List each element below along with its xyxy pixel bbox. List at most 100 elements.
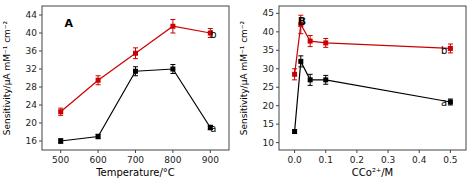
- x-axis-label: CCo²⁺/M: [352, 167, 393, 178]
- series-line: [295, 24, 451, 74]
- error-bar: [448, 44, 453, 53]
- series-label: b: [441, 45, 447, 56]
- x-tick: [419, 150, 420, 153]
- panel: 10152025303540450.00.10.20.30.40.5CCo²⁺/…: [239, 6, 466, 178]
- y-tick: [39, 69, 42, 70]
- y-tick-label: 35: [263, 45, 274, 55]
- y-tick: [276, 142, 279, 143]
- y-tick-label: 15: [263, 119, 274, 129]
- error-bar: [323, 75, 328, 84]
- y-tick-label: 30: [263, 64, 275, 74]
- y-tick-label: 20: [26, 118, 38, 128]
- y-tick: [276, 105, 279, 106]
- marker: [323, 77, 328, 82]
- y-tick: [39, 123, 42, 124]
- marker: [170, 67, 175, 72]
- y-axis-label: Sensitivity/μA mM⁻¹ cm⁻²: [239, 20, 249, 135]
- series-label: b: [210, 29, 216, 40]
- x-tick: [135, 150, 136, 153]
- error-bar: [292, 69, 297, 80]
- marker: [96, 134, 101, 139]
- series: [292, 56, 453, 134]
- error-bar: [292, 130, 297, 134]
- panel-label: B: [298, 15, 306, 28]
- x-tick: [210, 150, 211, 153]
- error-bar: [298, 56, 303, 67]
- x-tick: [356, 150, 357, 153]
- x-tick: [98, 150, 99, 153]
- y-tick-label: 44: [26, 10, 38, 20]
- x-tick: [60, 150, 61, 153]
- error-bar: [170, 65, 175, 74]
- plot-area: [58, 20, 213, 144]
- x-tick-label: 0.4: [412, 155, 427, 165]
- y-tick-label: 40: [263, 27, 275, 37]
- x-tick-label: 600: [90, 155, 107, 165]
- plot-area: [292, 15, 453, 134]
- x-tick: [172, 150, 173, 153]
- marker: [448, 100, 453, 105]
- error-bar: [308, 36, 313, 47]
- x-tick-label: 700: [127, 155, 144, 165]
- y-tick: [39, 105, 42, 106]
- y-tick-label: 24: [26, 100, 38, 110]
- marker: [308, 39, 313, 44]
- error-bar: [133, 67, 138, 76]
- y-tick: [276, 87, 279, 88]
- marker: [308, 77, 313, 82]
- series: [292, 15, 453, 80]
- y-tick-label: 20: [263, 101, 275, 111]
- error-bar: [58, 139, 63, 144]
- x-axis-label: Temperature/°C: [95, 167, 175, 178]
- x-tick-label: 0.5: [443, 155, 457, 165]
- series-label: a: [441, 97, 447, 108]
- x-tick-label: 0.1: [319, 155, 333, 165]
- panel-label: A: [64, 17, 73, 30]
- y-tick-label: 28: [26, 82, 38, 92]
- marker: [133, 69, 138, 74]
- x-tick: [450, 150, 451, 153]
- marker: [58, 139, 63, 144]
- series: [58, 20, 213, 116]
- y-tick-label: 10: [263, 138, 275, 148]
- panel: 1620242832364044500600700800900Temperatu…: [2, 6, 229, 178]
- y-tick: [276, 50, 279, 51]
- plot-frame: [279, 6, 466, 150]
- figure: 1620242832364044500600700800900Temperatu…: [0, 0, 474, 181]
- error-bar: [308, 74, 313, 85]
- y-tick-label: 40: [26, 28, 38, 38]
- x-tick-label: 800: [164, 155, 181, 165]
- marker: [170, 24, 175, 29]
- x-tick-label: 500: [52, 155, 69, 165]
- error-bar: [58, 108, 63, 115]
- x-tick-label: 0.2: [350, 155, 364, 165]
- y-tick: [276, 68, 279, 69]
- series: [58, 65, 213, 144]
- series-label: a: [210, 123, 216, 134]
- error-bar: [323, 38, 328, 47]
- y-tick: [276, 124, 279, 125]
- y-axis-label: Sensitivity/μA mM⁻¹ cm⁻²: [2, 20, 12, 135]
- y-tick-label: 25: [263, 82, 274, 92]
- y-tick: [276, 13, 279, 14]
- marker: [323, 40, 328, 45]
- error-bar: [133, 48, 138, 59]
- error-bar: [96, 76, 101, 85]
- y-tick-label: 16: [26, 136, 38, 146]
- series-line: [61, 26, 211, 112]
- marker: [292, 129, 297, 134]
- y-tick-label: 36: [26, 46, 38, 56]
- y-tick: [39, 33, 42, 34]
- y-tick-label: 45: [263, 8, 274, 18]
- error-bar: [96, 134, 101, 139]
- x-tick: [294, 150, 295, 153]
- y-tick: [39, 15, 42, 16]
- y-tick-label: 32: [26, 64, 37, 74]
- marker: [448, 46, 453, 51]
- marker: [133, 51, 138, 56]
- y-tick: [39, 51, 42, 52]
- series-line: [61, 69, 211, 141]
- marker: [298, 59, 303, 64]
- y-tick: [39, 141, 42, 142]
- marker: [292, 72, 297, 77]
